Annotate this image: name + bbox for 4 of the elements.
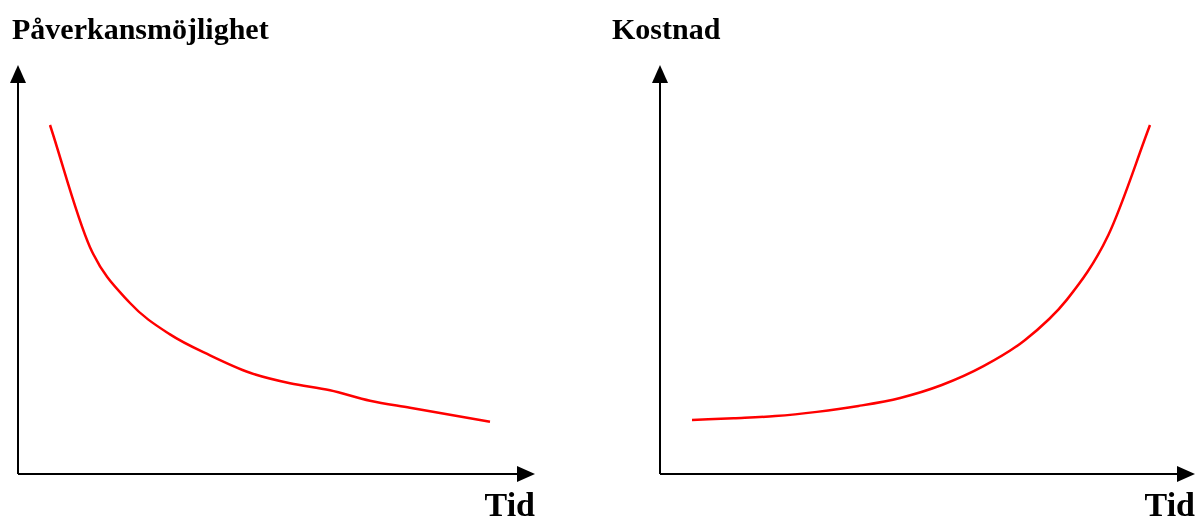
x-axis-title: Tid bbox=[484, 486, 535, 524]
y-axis-title: Kostnad bbox=[612, 12, 721, 46]
x-axis-title: Tid bbox=[1144, 486, 1195, 524]
y-axis-title: Påverkansmöjlighet bbox=[12, 12, 269, 46]
